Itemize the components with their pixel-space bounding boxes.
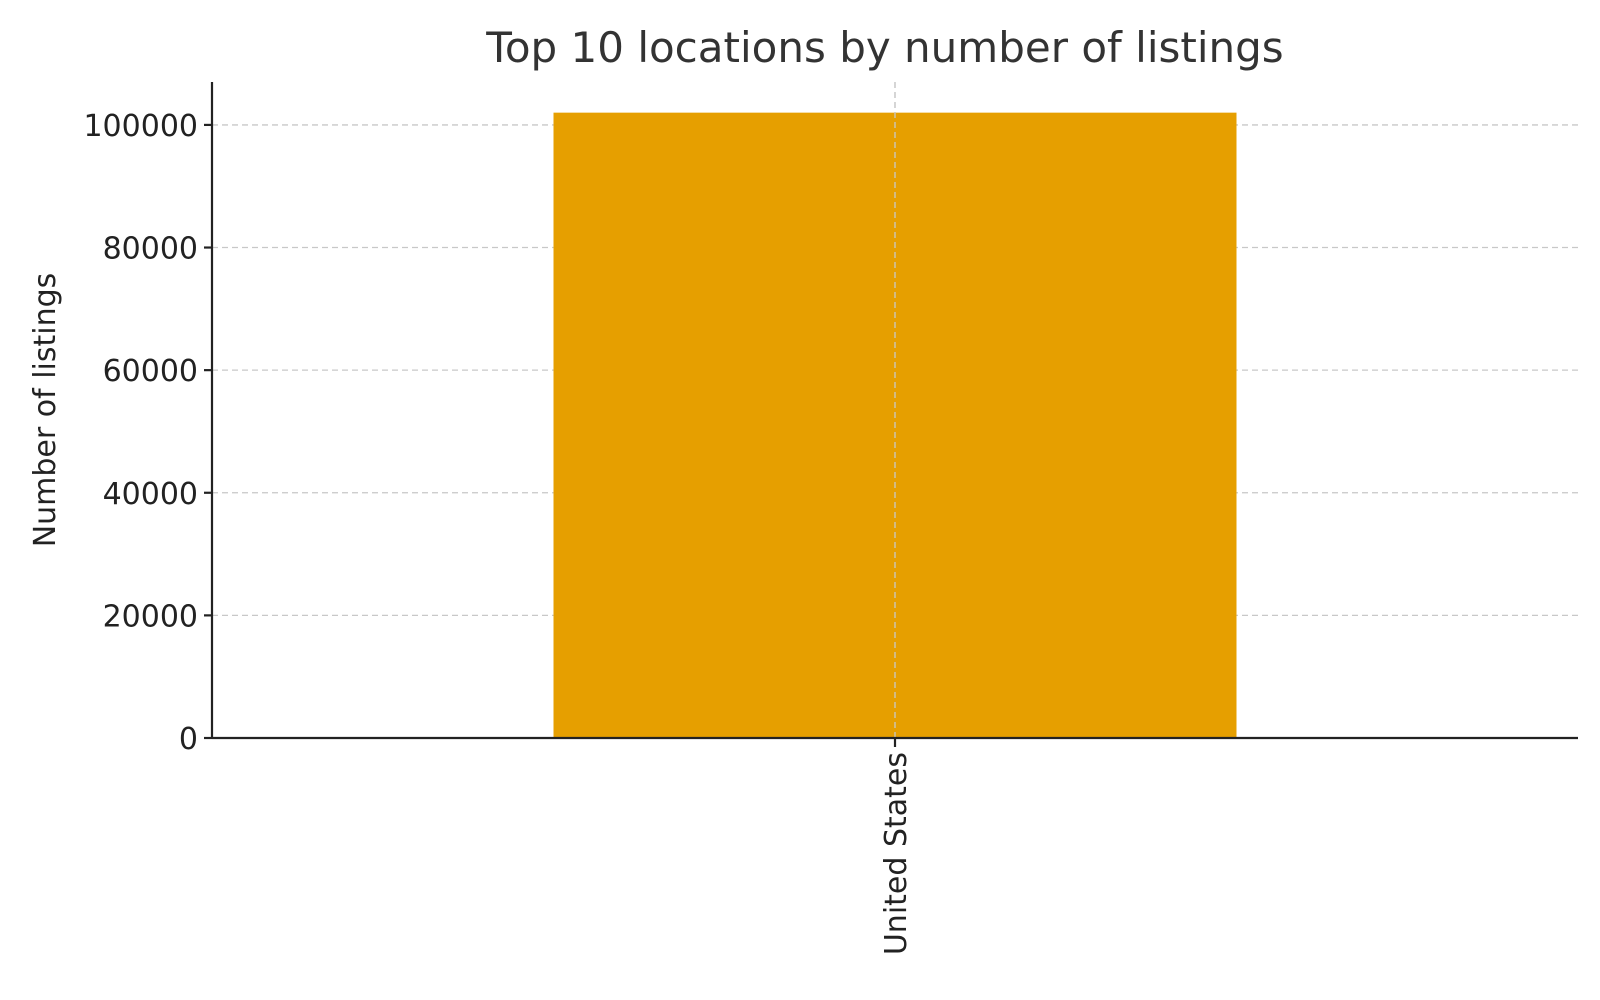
y-tick-label: 20000	[103, 599, 198, 634]
y-tick-label: 100000	[83, 109, 198, 144]
y-tick-label: 0	[179, 722, 198, 757]
y-axis-label: Number of listings	[28, 273, 63, 548]
bars-layer	[553, 82, 1237, 739]
x-tick-label: United States	[879, 752, 914, 955]
ticks-layer: 0 20000 40000 60000 80000 100000 United States	[83, 109, 914, 955]
y-tick-label: 40000	[103, 477, 198, 512]
chart-title: Top 10 locations by number of listings	[485, 23, 1283, 72]
y-tick-label: 60000	[103, 354, 198, 389]
y-tick-label: 80000	[103, 232, 198, 267]
